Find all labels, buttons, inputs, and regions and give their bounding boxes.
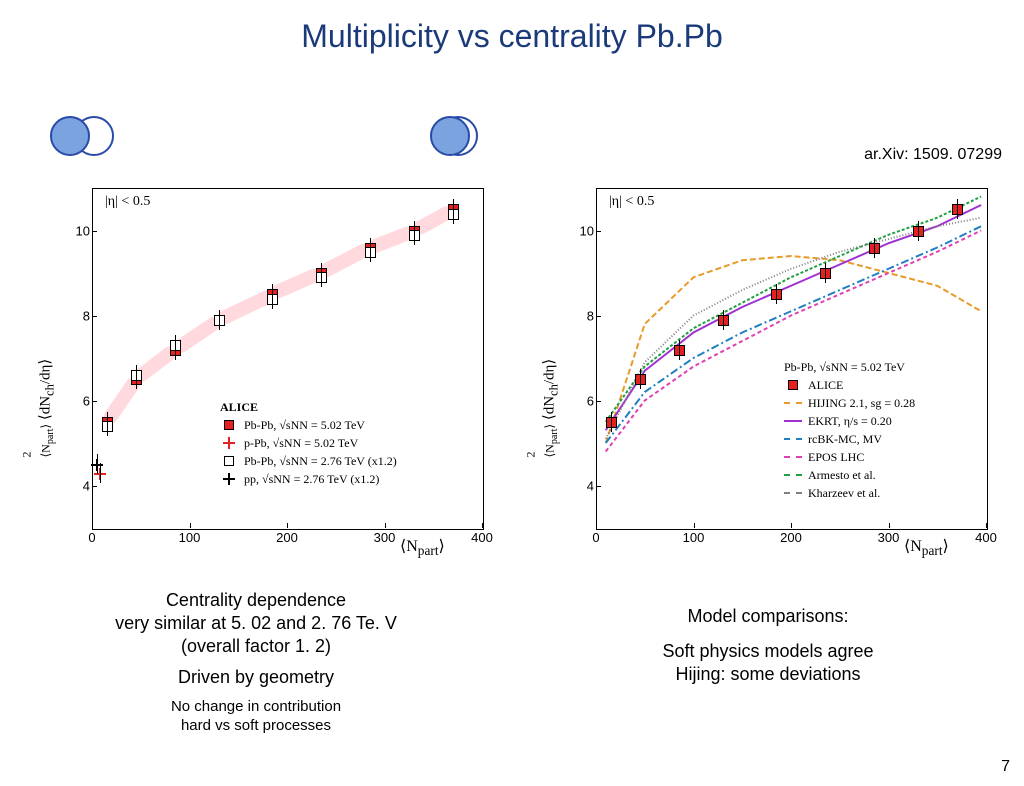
cap-r2: Hijing: some deviations [512, 664, 1024, 685]
cap-l3: Driven by geometry [0, 667, 512, 688]
cap-r1: Soft physics models agree [512, 641, 1024, 662]
cap-l1: very similar at 5. 02 and 2. 76 Te. V [0, 613, 512, 634]
page-title: Multiplicity vs centrality Pb.Pb [0, 18, 1024, 55]
cap-l4: No change in contribution [0, 698, 512, 715]
cap-l5: hard vs soft processes [0, 717, 512, 734]
left-eta-label: |η| < 0.5 [105, 194, 150, 210]
arxiv-reference: ar.Xiv: 1509. 07299 [864, 146, 1002, 164]
cap-r0: Model comparisons: [512, 606, 1024, 627]
cap-l0: Centrality dependence [0, 590, 512, 611]
plots-container: |η| < 0.5 ⟨Npart⟩ 0100200300400468102⟨Np… [20, 178, 1004, 578]
cap-l2: (overall factor 1. 2) [0, 636, 512, 657]
left-plot: |η| < 0.5 ⟨Npart⟩ 0100200300400468102⟨Np… [20, 178, 500, 568]
captions-row: Centrality dependence very similar at 5.… [0, 588, 1024, 736]
right-plot: |η| < 0.5 ⟨Npart⟩ 0100200300400468102⟨Np… [524, 178, 1004, 568]
left-xlabel: ⟨Npart⟩ [400, 536, 445, 559]
right-eta-label: |η| < 0.5 [609, 194, 654, 210]
right-caption: Model comparisons: Soft physics models a… [512, 588, 1024, 736]
page-number: 7 [1001, 758, 1010, 776]
left-caption: Centrality dependence very similar at 5.… [0, 588, 512, 736]
right-xlabel: ⟨Npart⟩ [904, 536, 949, 559]
